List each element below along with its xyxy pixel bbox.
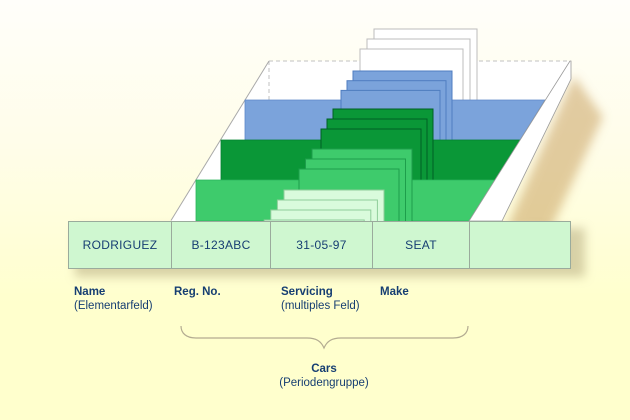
cars-group-brace [180, 325, 469, 350]
field-label-subtitle: (Elementarfeld) [74, 300, 153, 312]
wall-shadow [507, 76, 603, 233]
record-cell-name: RODRIGUEZ [69, 222, 172, 268]
field-label-title: Make [380, 286, 409, 298]
tray-right-wall [468, 60, 572, 222]
field-label-make: Make [380, 285, 409, 299]
field-label-name: Name (Elementarfeld) [74, 285, 153, 313]
field-label-title: Reg. No. [174, 286, 221, 298]
record-cell-reg-no: B-123ABC [172, 222, 271, 268]
field-label-reg-no: Reg. No. [174, 285, 221, 299]
record-row: RODRIGUEZ B-123ABC 31-05-97 SEAT [68, 221, 571, 269]
group-label-cars: Cars (Periodengruppe) [279, 362, 369, 390]
record-cell-empty [470, 222, 570, 268]
field-label-title: Name [74, 286, 106, 298]
field-label-subtitle: (multiples Feld) [281, 300, 360, 312]
record-cell-servicing: 31-05-97 [271, 222, 373, 268]
group-label-subtitle: (Periodengruppe) [279, 377, 369, 389]
field-label-servicing: Servicing (multiples Feld) [281, 285, 360, 313]
field-label-title: Servicing [281, 286, 333, 298]
group-label-title: Cars [311, 363, 337, 375]
record-cell-make: SEAT [373, 222, 470, 268]
tray-left-edge [170, 60, 270, 221]
